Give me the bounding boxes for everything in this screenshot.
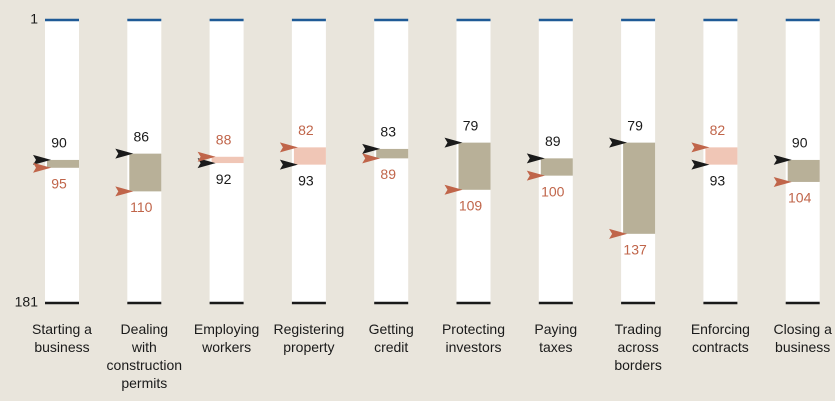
- range: [623, 142, 656, 234]
- marker: [115, 186, 134, 197]
- marker: [444, 137, 463, 148]
- category-label: Protecting investors: [441, 321, 506, 355]
- range: [47, 159, 79, 168]
- value-label: 92: [216, 171, 232, 187]
- marker: [691, 142, 710, 153]
- marker: [115, 148, 134, 159]
- category-label: Registering property: [273, 321, 345, 355]
- category-label: Paying taxes: [534, 321, 578, 355]
- range: [211, 156, 244, 164]
- marker: [526, 170, 545, 181]
- marker: [609, 228, 628, 239]
- value-label: 93: [298, 172, 314, 188]
- value-label: 83: [380, 124, 396, 140]
- category-label: Getting credit: [368, 321, 414, 355]
- value-label: 89: [545, 133, 561, 149]
- marker: [279, 159, 298, 170]
- value-label: 88: [216, 131, 232, 147]
- value-label: 89: [380, 166, 396, 182]
- value-label: 79: [463, 117, 479, 133]
- marker: [33, 162, 51, 173]
- marker: [197, 151, 216, 162]
- range: [129, 153, 162, 192]
- value-label: 82: [710, 122, 726, 138]
- value-label: 110: [130, 199, 153, 215]
- range: [705, 147, 738, 165]
- category-label: Dealing with construction permits: [106, 321, 183, 391]
- value-label: 82: [298, 122, 314, 138]
- category-label: Closing a business: [773, 321, 832, 355]
- category-label: Starting a business: [32, 321, 92, 355]
- value-label: 137: [623, 242, 647, 258]
- marker: [773, 154, 792, 165]
- marker: [362, 143, 381, 154]
- range: [787, 159, 820, 182]
- range: [458, 142, 491, 190]
- marker: [691, 159, 710, 170]
- range: [540, 158, 573, 176]
- marker: [279, 142, 298, 153]
- marker: [773, 176, 792, 187]
- value-label: 95: [51, 175, 67, 191]
- marker: [526, 153, 545, 164]
- value-label: 86: [134, 128, 150, 144]
- category-label: Employing workers: [193, 321, 260, 355]
- column: [374, 20, 409, 303]
- y-tick-label: 1: [30, 11, 38, 27]
- value-label: 79: [627, 117, 643, 133]
- marker: [33, 154, 51, 165]
- marker: [444, 184, 463, 195]
- range: [293, 147, 326, 165]
- value-label: 90: [792, 135, 808, 151]
- marker: [362, 153, 381, 164]
- range: [376, 148, 409, 159]
- marker: [609, 137, 628, 148]
- category-label: Enforcing contracts: [690, 321, 750, 355]
- y-tick-label: 181: [15, 294, 39, 310]
- value-label: 104: [788, 190, 812, 206]
- value-label: 100: [541, 183, 565, 199]
- value-label: 93: [710, 172, 726, 188]
- value-label: 109: [459, 198, 483, 214]
- value-label: 90: [51, 135, 67, 151]
- marker: [197, 158, 216, 169]
- category-label: Trading across borders: [614, 321, 662, 373]
